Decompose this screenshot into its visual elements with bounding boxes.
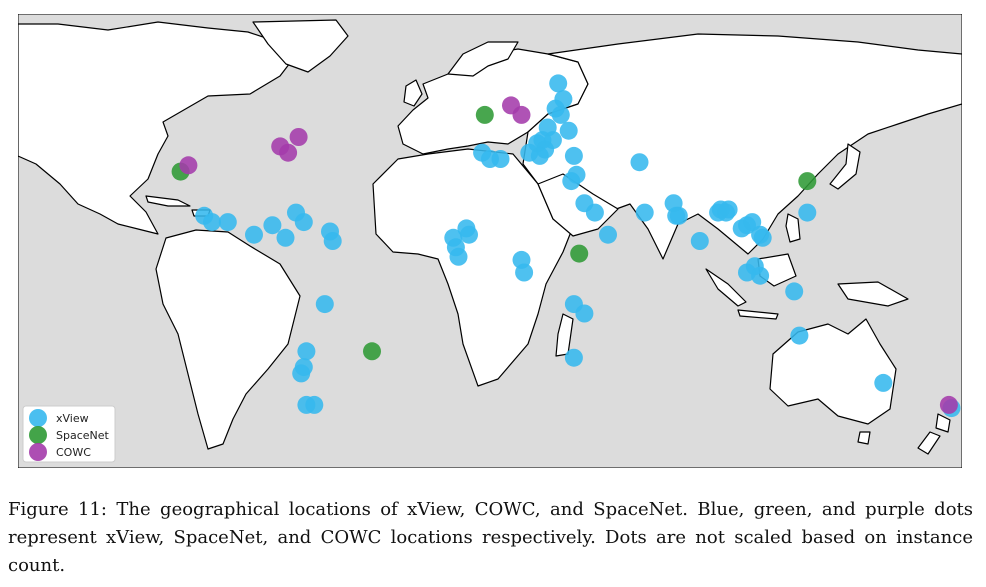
location-dots xyxy=(171,74,961,418)
xview-location-dot xyxy=(460,225,478,244)
australia xyxy=(769,318,897,425)
xview-location-dot xyxy=(785,282,804,301)
xview-location-dot xyxy=(323,232,342,250)
xview-location-dot xyxy=(798,203,817,222)
tasmania xyxy=(857,431,871,445)
cowc-location-dot xyxy=(271,137,290,156)
legend-label-cowc: COWC xyxy=(56,446,91,459)
xview-location-dot xyxy=(491,150,510,168)
spacenet-location-dot xyxy=(798,172,817,191)
legend-marker-xview xyxy=(29,409,47,427)
cowc-location-dot xyxy=(502,96,520,115)
xview-location-dot xyxy=(245,225,263,244)
xview-location-dot xyxy=(635,203,654,222)
xview-location-dot xyxy=(690,232,709,250)
xview-location-dot xyxy=(554,90,573,109)
greenland xyxy=(252,19,349,73)
xview-location-dot xyxy=(559,121,578,140)
xview-location-dot xyxy=(564,146,583,165)
xview-location-dot xyxy=(449,247,468,266)
spacenet-location-dot xyxy=(363,342,381,361)
land-masses xyxy=(18,19,962,455)
xview-location-dot xyxy=(305,395,324,414)
xview-location-dot xyxy=(564,348,583,367)
xview-location-dot xyxy=(297,342,316,361)
xview-location-dot xyxy=(218,213,237,232)
madagascar xyxy=(555,313,574,357)
cowc-location-dot xyxy=(939,395,958,414)
south-america xyxy=(155,229,301,450)
scandinavia xyxy=(447,41,519,77)
xview-location-dot xyxy=(751,266,770,285)
xview-location-dot xyxy=(515,263,534,282)
xview-location-dot xyxy=(790,326,809,345)
xview-location-dot xyxy=(520,143,539,162)
xview-location-dot xyxy=(874,373,893,392)
cuba xyxy=(145,195,191,207)
xview-location-dot xyxy=(551,105,570,124)
legend-label-spacenet: SpaceNet xyxy=(56,429,110,442)
xview-location-dot xyxy=(315,295,334,314)
new-zealand-south xyxy=(917,431,941,455)
spacenet-location-dot xyxy=(570,244,589,263)
japan xyxy=(829,143,861,190)
java xyxy=(737,309,779,320)
sumatra xyxy=(705,268,747,307)
figure: xView SpaceNet COWC xyxy=(18,14,962,468)
xview-location-dot xyxy=(562,172,581,191)
xview-location-dot xyxy=(549,74,568,93)
cowc-location-dot xyxy=(289,128,308,146)
xview-location-dot xyxy=(276,228,295,247)
xview-location-dot xyxy=(753,228,772,247)
xview-location-dot xyxy=(292,364,311,383)
xview-location-dot xyxy=(669,206,688,225)
xview-location-dot xyxy=(585,203,604,222)
new-zealand-north xyxy=(935,413,951,433)
xview-location-dot xyxy=(630,153,649,172)
philippines xyxy=(785,213,801,243)
north-america xyxy=(18,21,294,235)
legend-marker-cowc xyxy=(29,443,47,461)
legend-marker-spacenet xyxy=(29,426,47,444)
xview-location-dot xyxy=(717,203,735,222)
world-map: xView SpaceNet COWC xyxy=(18,14,962,468)
xview-location-dot xyxy=(575,304,594,323)
xview-location-dot xyxy=(294,213,313,232)
cowc-location-dot xyxy=(179,156,198,175)
xview-location-dot xyxy=(203,213,221,232)
figure-caption: Figure 11: The geographical locations of… xyxy=(8,499,973,576)
british-isles xyxy=(403,79,423,107)
legend-label-xview: xView xyxy=(56,412,89,425)
legend: xView SpaceNet COWC xyxy=(22,405,116,463)
new-guinea xyxy=(837,281,909,307)
spacenet-location-dot xyxy=(475,105,494,124)
xview-location-dot xyxy=(263,216,282,235)
xview-location-dot xyxy=(599,225,617,244)
